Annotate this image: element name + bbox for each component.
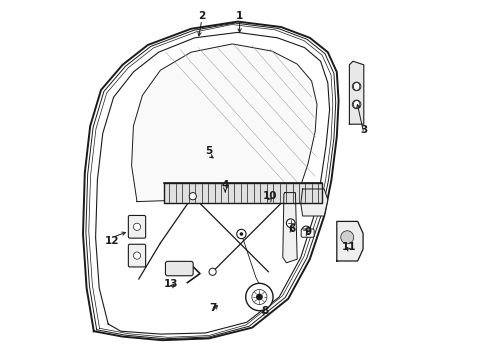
Ellipse shape	[353, 100, 360, 108]
Circle shape	[209, 268, 216, 275]
Polygon shape	[132, 44, 317, 202]
Circle shape	[133, 223, 141, 230]
Text: 12: 12	[104, 236, 119, 246]
FancyBboxPatch shape	[301, 229, 314, 237]
Circle shape	[189, 193, 196, 200]
Circle shape	[302, 226, 311, 235]
FancyBboxPatch shape	[128, 244, 146, 267]
Text: 5: 5	[205, 146, 213, 156]
Circle shape	[256, 294, 263, 300]
Circle shape	[237, 229, 246, 239]
Circle shape	[352, 100, 361, 109]
Text: 1: 1	[236, 11, 243, 21]
Polygon shape	[301, 189, 328, 216]
Ellipse shape	[353, 82, 360, 90]
Circle shape	[352, 82, 361, 91]
Circle shape	[245, 283, 273, 311]
Text: 6: 6	[288, 224, 295, 234]
Text: 2: 2	[198, 11, 205, 21]
Polygon shape	[337, 221, 363, 261]
Circle shape	[133, 252, 141, 259]
FancyBboxPatch shape	[128, 215, 146, 238]
Text: 3: 3	[360, 125, 368, 135]
Circle shape	[341, 231, 354, 244]
Polygon shape	[283, 193, 297, 263]
Text: 11: 11	[342, 242, 357, 252]
Circle shape	[240, 232, 243, 236]
Text: 8: 8	[261, 306, 269, 316]
Text: 13: 13	[164, 279, 178, 289]
Text: 10: 10	[263, 191, 277, 201]
Circle shape	[286, 219, 295, 228]
Circle shape	[252, 289, 267, 305]
Text: 7: 7	[209, 303, 216, 313]
Text: 9: 9	[304, 227, 312, 237]
FancyBboxPatch shape	[164, 183, 322, 203]
Polygon shape	[83, 22, 339, 340]
Text: 4: 4	[221, 180, 229, 190]
Polygon shape	[349, 61, 364, 124]
FancyBboxPatch shape	[166, 261, 193, 276]
